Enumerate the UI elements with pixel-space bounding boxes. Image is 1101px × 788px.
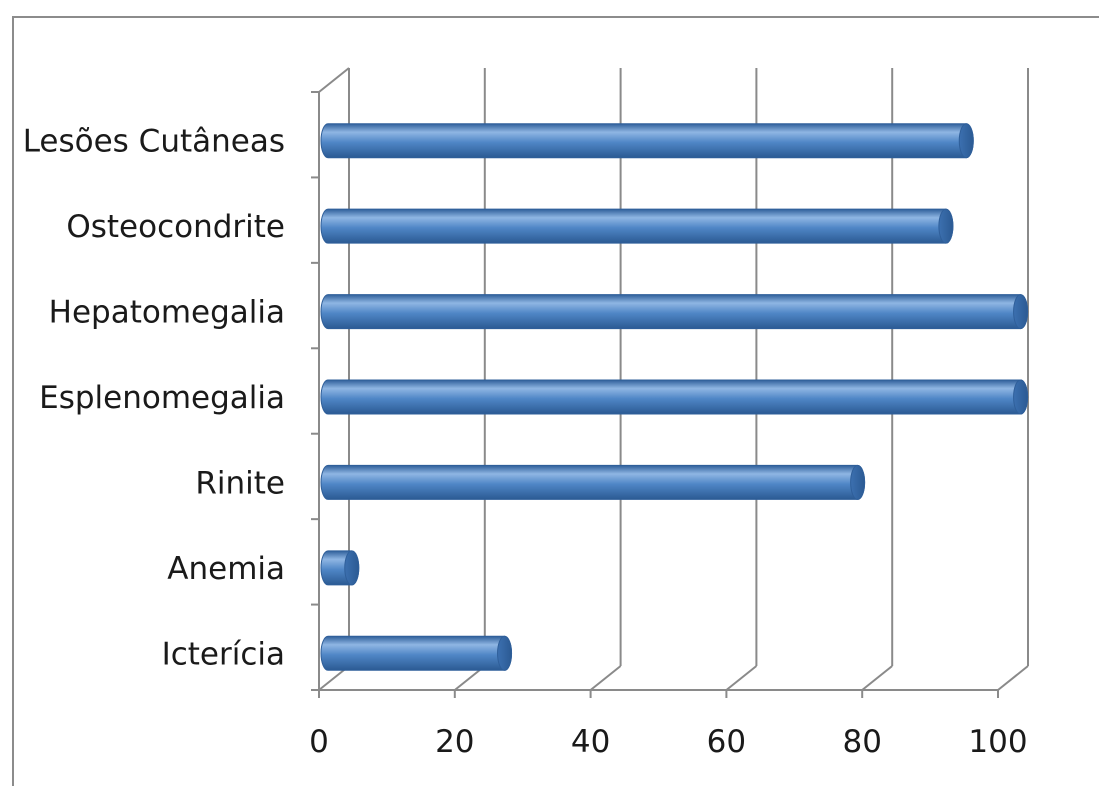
bar (320, 208, 954, 244)
x-tick-label: 80 (842, 724, 881, 760)
category-label: Osteocondrite (66, 209, 285, 245)
x-tick-labels: 0 20 40 60 80 100 (309, 724, 1027, 760)
x-tick-label: 0 (309, 724, 329, 760)
gridlines (311, 67, 1029, 698)
bar-body (320, 635, 513, 671)
bar-cap (1013, 294, 1029, 330)
category-label: Icterícia (162, 636, 285, 672)
bar (320, 464, 866, 500)
floor-line (861, 665, 893, 691)
bar (320, 635, 513, 671)
floor-line (589, 665, 622, 691)
x-tick-label: 40 (571, 724, 610, 760)
bar-cap (1013, 379, 1029, 415)
bar-cap (850, 464, 866, 500)
x-tick-label: 60 (707, 724, 746, 760)
bars (320, 123, 1029, 671)
bar (320, 294, 1029, 330)
category-labels: Lesões Cutâneas Osteocondrite Hepatomegali… (23, 124, 285, 673)
category-label: Hepatomegalia (49, 295, 285, 331)
bar-body (320, 208, 954, 244)
category-label: Anemia (167, 551, 285, 587)
category-label: Lesões Cutâneas (23, 124, 285, 160)
bar (320, 123, 974, 159)
bar-body (320, 294, 1029, 330)
category-label: Rinite (195, 465, 285, 501)
y-axis-top (318, 67, 350, 93)
floor-line (997, 665, 1029, 691)
bar-body (320, 123, 974, 159)
chart-frame (12, 16, 1099, 786)
bar (320, 379, 1029, 415)
bar-cap (344, 550, 360, 586)
floor-line (725, 665, 758, 691)
bar-cap (958, 123, 974, 159)
x-tick-label: 20 (435, 724, 474, 760)
bar-body (320, 379, 1029, 415)
x-tick-label: 100 (968, 724, 1027, 760)
category-label: Esplenomegalia (39, 380, 285, 416)
bar-body (320, 464, 866, 500)
bar-cap (497, 635, 513, 671)
bar-cap (938, 208, 954, 244)
bar (320, 550, 360, 586)
